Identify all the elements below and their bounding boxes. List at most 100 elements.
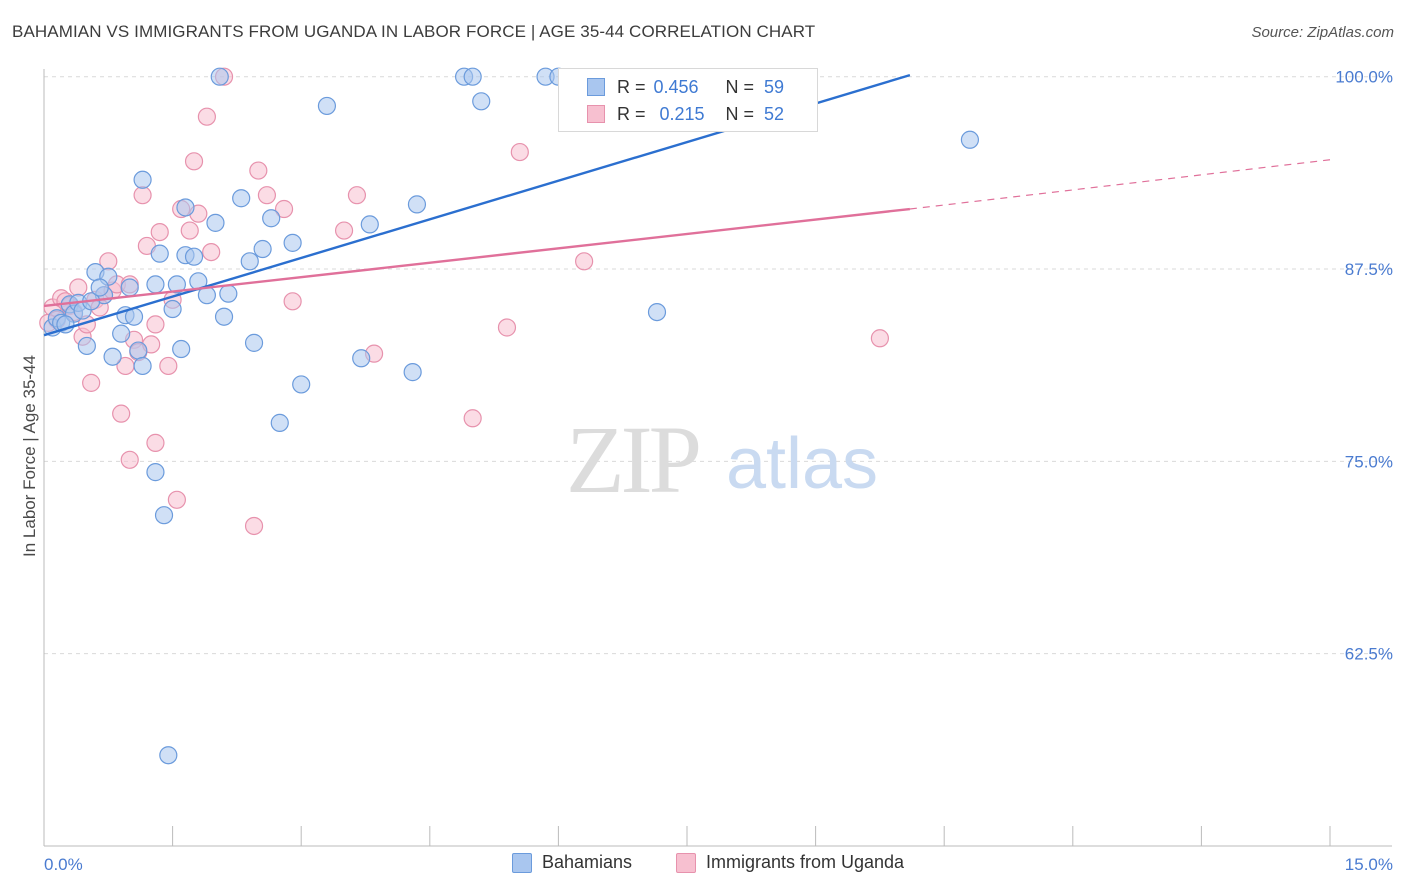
data-point: [347, 186, 367, 205]
data-point: [90, 278, 109, 297]
data-point: [283, 233, 302, 252]
data-point: [172, 339, 191, 359]
data-point: [206, 213, 225, 232]
data-point: [150, 222, 169, 242]
n-label: N =: [725, 103, 755, 124]
y-axis-label: In Labor Force | Age 35-44: [20, 355, 39, 557]
data-point: [184, 247, 204, 266]
data-point: [510, 142, 529, 162]
pink-swatch: [676, 852, 696, 873]
y-tick-label: 100.0%: [1335, 68, 1393, 87]
x-tick-label: 15.0%: [1345, 855, 1393, 874]
data-point: [120, 450, 139, 469]
data-point: [274, 199, 294, 219]
y-tick-label: 87.5%: [1345, 260, 1393, 279]
legend-label: Bahamians: [542, 852, 633, 872]
data-point: [240, 252, 259, 271]
data-point: [69, 278, 88, 297]
data-point: [870, 329, 890, 348]
trend-line-uganda-extension: [909, 159, 1331, 210]
blue-swatch: [512, 852, 532, 873]
data-point: [82, 373, 101, 392]
r-value: 0.456: [653, 76, 699, 97]
n-value: 59: [764, 76, 785, 97]
chart-title: BAHAMIAN VS IMMIGRANTS FROM UGANDA IN LA…: [12, 22, 816, 41]
data-point: [159, 746, 178, 765]
data-point: [103, 347, 122, 366]
watermark: ZIP atlas: [566, 406, 878, 513]
data-point: [167, 275, 186, 294]
correlation-legend: R = 0.456 N = 59 R = 0.215 N = 52: [558, 68, 818, 132]
data-point: [360, 215, 379, 234]
data-point: [334, 221, 354, 240]
watermark-atlas: atlas: [726, 424, 878, 504]
gridlines: [44, 76, 1392, 655]
data-point: [120, 278, 139, 297]
axes: [43, 69, 1392, 847]
data-point: [129, 341, 148, 360]
data-point: [133, 186, 152, 205]
data-point: [317, 96, 337, 116]
blue-swatch: [587, 78, 605, 96]
data-point: [176, 198, 195, 217]
data-point: [180, 221, 199, 240]
legend-item-bahamians[interactable]: Bahamians: [512, 852, 632, 873]
data-point: [112, 324, 131, 343]
data-point: [133, 356, 152, 376]
r-label: R =: [617, 76, 646, 97]
y-tick-label: 62.5%: [1345, 645, 1393, 664]
legend-label: Immigrants from Uganda: [706, 852, 905, 872]
data-point: [146, 463, 165, 482]
data-point: [244, 516, 264, 536]
data-point: [497, 318, 517, 337]
y-tick-label: 75.0%: [1345, 452, 1393, 471]
data-point: [167, 490, 186, 509]
data-point: [232, 189, 251, 208]
n-value: 52: [764, 103, 785, 124]
legend-row-bahamians: R = 0.456 N = 59: [587, 76, 784, 98]
source-credit: Source: ZipAtlas.com: [1251, 24, 1394, 41]
data-point: [214, 307, 234, 326]
legend-row-uganda: R = 0.215 N = 52: [587, 103, 784, 125]
data-point: [283, 292, 302, 311]
data-point: [184, 152, 204, 171]
data-point: [403, 363, 422, 382]
trend-line-uganda: [43, 207, 911, 308]
series-bahamians-points: [43, 67, 980, 765]
r-label: R =: [617, 103, 646, 124]
x-tick-label: 0.0%: [44, 855, 83, 874]
data-point: [463, 409, 482, 428]
data-point: [150, 244, 169, 263]
y-tick-labels: 100.0% 87.5% 75.0% 62.5%: [1335, 68, 1393, 664]
r-value: 0.215: [659, 103, 705, 124]
pink-swatch: [587, 105, 605, 123]
data-point: [146, 275, 165, 294]
data-point: [159, 356, 178, 376]
data-point: [146, 433, 165, 452]
data-point: [472, 92, 491, 111]
legend-item-uganda[interactable]: Immigrants from Uganda: [676, 852, 904, 873]
data-point: [244, 333, 264, 352]
data-point: [257, 186, 277, 205]
data-point: [253, 239, 272, 259]
data-point: [352, 349, 371, 368]
data-point: [219, 284, 238, 303]
data-point: [647, 303, 667, 322]
data-point: [112, 404, 131, 423]
data-point: [146, 315, 165, 334]
data-point: [960, 130, 980, 149]
data-point: [262, 209, 281, 228]
data-point: [133, 170, 152, 189]
data-point: [407, 195, 427, 214]
data-point: [210, 67, 229, 86]
x-tick-labels: 0.0% 15.0%: [44, 855, 1393, 874]
data-point: [197, 107, 216, 126]
data-point: [249, 161, 268, 180]
series-legend: Bahamians Immigrants from Uganda: [0, 852, 1406, 878]
data-point: [575, 252, 594, 271]
data-point: [202, 242, 221, 262]
data-point: [270, 413, 289, 432]
watermark-zip: ZIP: [566, 406, 699, 513]
n-label: N =: [725, 76, 755, 97]
